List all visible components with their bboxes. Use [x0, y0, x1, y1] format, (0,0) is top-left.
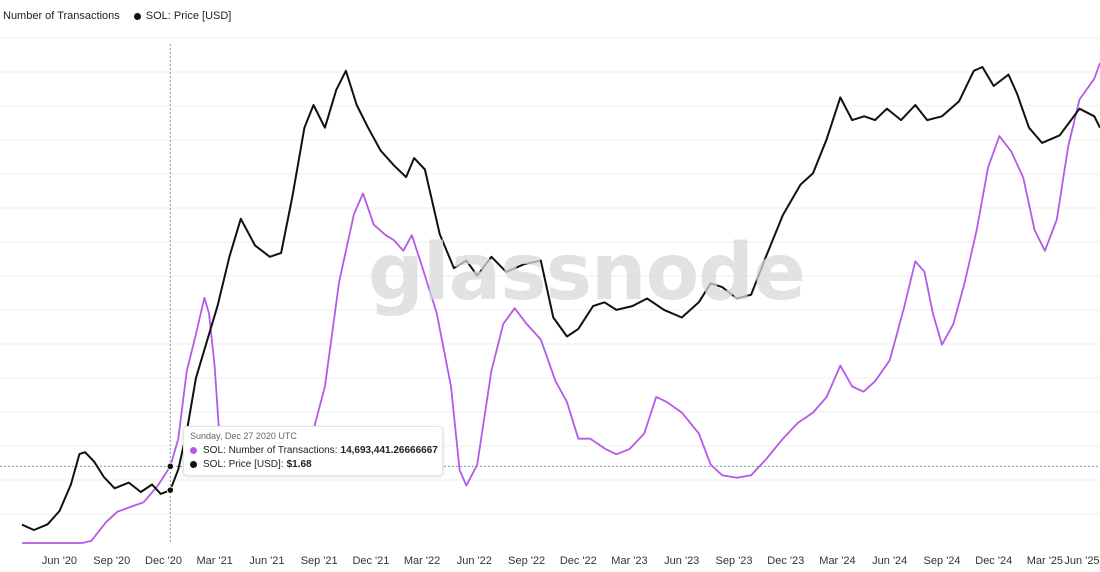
x-tick-label: Dec '21 — [352, 555, 389, 567]
x-tick-label: Dec '23 — [767, 555, 804, 567]
x-tick-label: Sep '20 — [93, 555, 130, 567]
series-line-transactions — [22, 62, 1100, 544]
x-tick-label: Jun '21 — [249, 555, 284, 567]
x-tick-label: Sep '22 — [508, 555, 545, 567]
chart-grid — [0, 37, 1100, 515]
legend-label-transactions: Number of Transactions — [3, 10, 120, 22]
legend: Number of Transactions SOL: Price [USD] — [0, 8, 245, 24]
legend-item-price[interactable]: SOL: Price [USD] — [133, 10, 232, 22]
x-tick-label: Jun '22 — [457, 555, 492, 567]
x-tick-label: Dec '20 — [145, 555, 182, 567]
x-tick-label: Mar '23 — [611, 555, 647, 567]
chart-series — [21, 62, 1100, 544]
tooltip-value-price: $1.68 — [286, 458, 312, 470]
tooltip-row-transactions: SOL: Number of Transactions: 14,693,441.… — [190, 443, 442, 457]
watermark: glassnode — [368, 228, 806, 318]
x-tick-label: Jun '25 — [1064, 555, 1099, 567]
tooltip-label-transactions: SOL: Number of Transactions: — [203, 444, 338, 456]
x-axis-ticks: Jun '20 Sep '20 Dec '20 Mar '21 Jun '21 Sep '… — [42, 555, 1100, 567]
x-tick-label: Mar '21 — [196, 555, 232, 567]
x-tick-label: Jun '20 — [42, 555, 77, 567]
x-tick-label: Mar '24 — [819, 555, 855, 567]
x-tick-label: Mar '25 — [1027, 555, 1063, 567]
series-line-price — [21, 66, 1100, 531]
tooltip-label-price: SOL: Price [USD]: — [203, 458, 284, 470]
x-tick-label: Mar '22 — [404, 555, 440, 567]
crosshair-markers — [166, 462, 174, 494]
x-tick-label: Dec '24 — [975, 555, 1012, 567]
x-tick-label: Sep '23 — [716, 555, 753, 567]
tooltip-value-transactions: 14,693,441.26666667 — [340, 444, 438, 456]
x-tick-label: Dec '22 — [560, 555, 597, 567]
tooltip-dot-transactions — [190, 446, 197, 454]
tooltip-row-price: SOL: Price [USD]: $1.68 — [190, 457, 442, 471]
tooltip: Sunday, Dec 27 2020 UTC SOL: Number of T… — [183, 426, 443, 476]
x-tick-label: Jun '24 — [872, 555, 907, 567]
x-tick-label: Sep '21 — [301, 555, 338, 567]
marker-price — [166, 486, 174, 494]
marker-transactions — [166, 462, 174, 470]
tooltip-dot-price — [190, 460, 197, 468]
legend-dot-price — [133, 12, 141, 20]
legend-item-transactions[interactable]: Number of Transactions — [0, 10, 120, 22]
tooltip-date: Sunday, Dec 27 2020 UTC — [190, 431, 297, 441]
legend-label-price: SOL: Price [USD] — [145, 10, 232, 22]
x-tick-label: Sep '24 — [924, 555, 961, 567]
x-tick-label: Jun '23 — [664, 555, 699, 567]
